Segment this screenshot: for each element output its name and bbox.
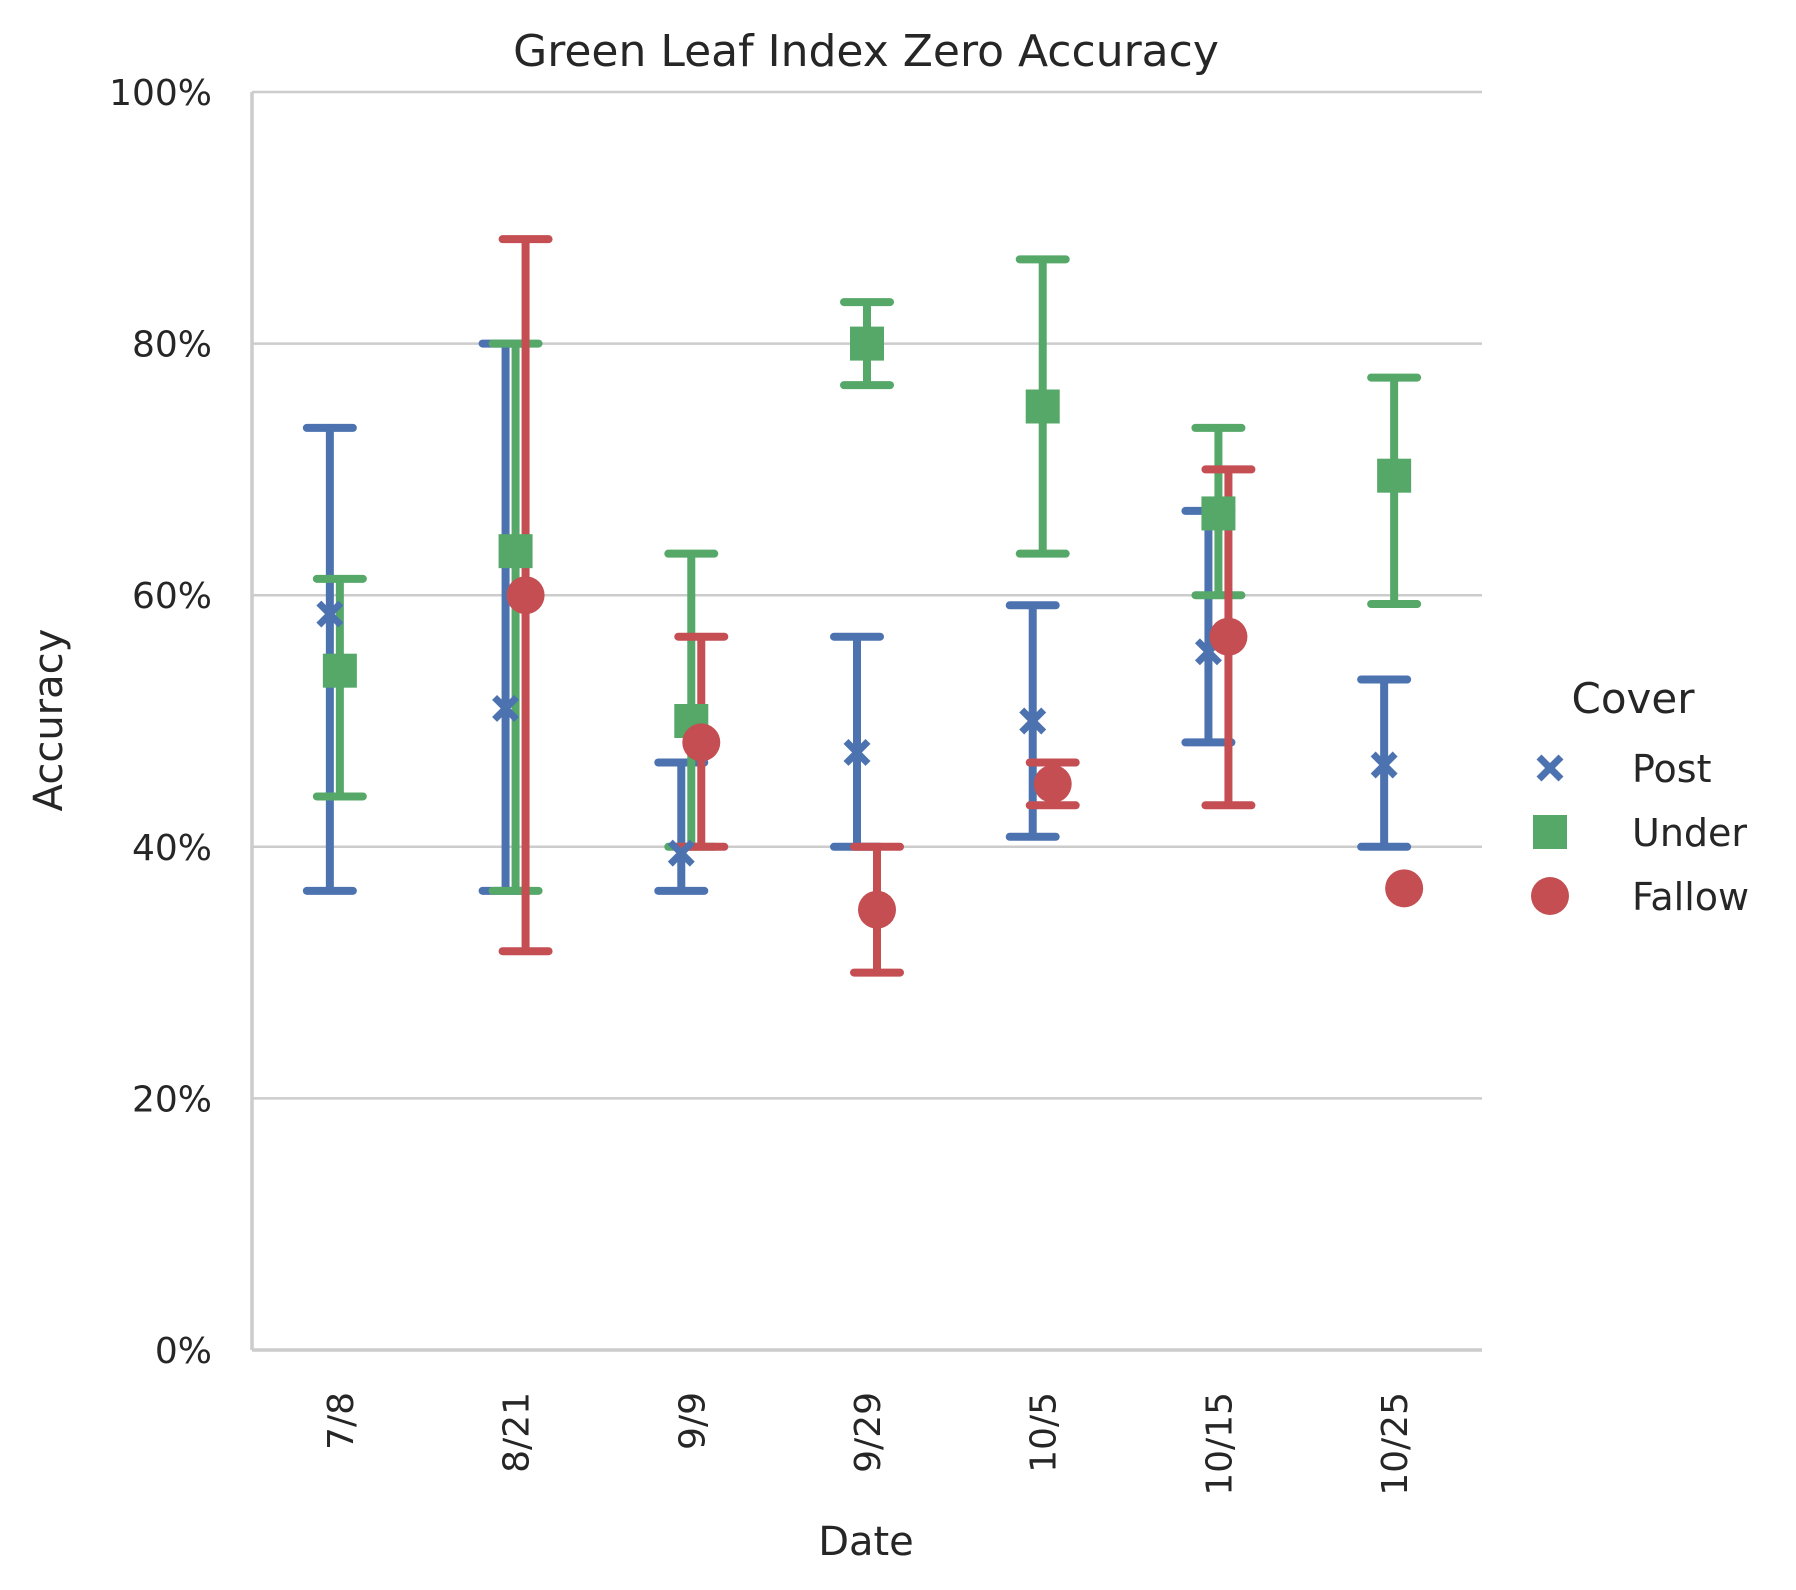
point-fallow-3 (858, 890, 896, 929)
point-under-5 (1201, 496, 1236, 531)
marker-stroke (1019, 707, 1047, 735)
legend-item-under: Under (1533, 811, 1747, 855)
point-under-0 (322, 653, 357, 688)
legend-label-post: Post (1632, 747, 1712, 791)
y-tick-label: 20% (132, 1079, 212, 1120)
marker-stroke (667, 839, 695, 867)
point-under-1 (498, 534, 533, 569)
x-tick-label: 8/21 (497, 1392, 538, 1473)
point-post-2 (667, 839, 695, 867)
y-tick-label: 0% (155, 1331, 212, 1372)
x-tick-label: 10/5 (1024, 1392, 1065, 1473)
chart-title: Green Leaf Index Zero Accuracy (513, 26, 1219, 77)
legend-marker-fallow (1531, 877, 1569, 915)
error-bar-under-1 (488, 339, 543, 895)
x-tick-label: 9/9 (672, 1392, 713, 1450)
legend-marker-post (1536, 754, 1564, 782)
legend-item-fallow: Fallow (1531, 875, 1749, 919)
point-under-6 (1377, 458, 1412, 493)
marker-stroke (316, 600, 344, 628)
y-axis-title: Accuracy (26, 629, 72, 812)
y-tick-label: 80% (132, 325, 212, 366)
marker-stroke (1536, 754, 1564, 782)
error-bar-post-3 (830, 632, 884, 851)
y-tick-label: 60% (132, 576, 212, 617)
point-post-3 (843, 738, 871, 766)
y-tick-label: 100% (109, 73, 212, 114)
gridlines (252, 90, 1482, 1100)
point-fallow-4 (1033, 764, 1072, 803)
x-tick-label: 10/25 (1375, 1392, 1416, 1496)
point-under-4 (1025, 389, 1060, 424)
legend-label-under: Under (1632, 811, 1747, 855)
point-post-4 (1019, 707, 1047, 735)
legend-label-fallow: Fallow (1632, 875, 1749, 919)
point-post-0 (316, 600, 344, 628)
x-tick-label: 9/29 (848, 1392, 889, 1473)
point-fallow-5 (1209, 617, 1248, 656)
point-under-3 (850, 326, 884, 361)
data-markers (316, 326, 1424, 929)
legend-marker-under (1533, 815, 1567, 849)
x-tick-label: 7/8 (321, 1392, 362, 1450)
marker-stroke (843, 738, 871, 766)
error-bar-post-2 (654, 758, 709, 895)
legend: Cover Post Under Fallow (1531, 674, 1749, 919)
error-bar-under-2 (664, 549, 719, 851)
point-fallow-1 (506, 576, 545, 615)
x-axis-title: Date (818, 1519, 914, 1565)
legend-title: Cover (1572, 674, 1696, 723)
point-post-6 (1370, 751, 1398, 779)
marker-stroke (492, 694, 520, 722)
marker-stroke (1370, 751, 1398, 779)
x-tick-label: 10/15 (1199, 1392, 1240, 1496)
legend-item-post: Post (1536, 747, 1712, 791)
y-tick-label: 40% (132, 828, 212, 869)
point-fallow-6 (1385, 869, 1424, 908)
point-fallow-2 (682, 723, 721, 762)
axes: 0% 20% 40% 60% 80% 100% 7/8 8/21 9/9 9/29 10/5 10/1… (109, 73, 1482, 1496)
point-post-1 (492, 694, 520, 722)
